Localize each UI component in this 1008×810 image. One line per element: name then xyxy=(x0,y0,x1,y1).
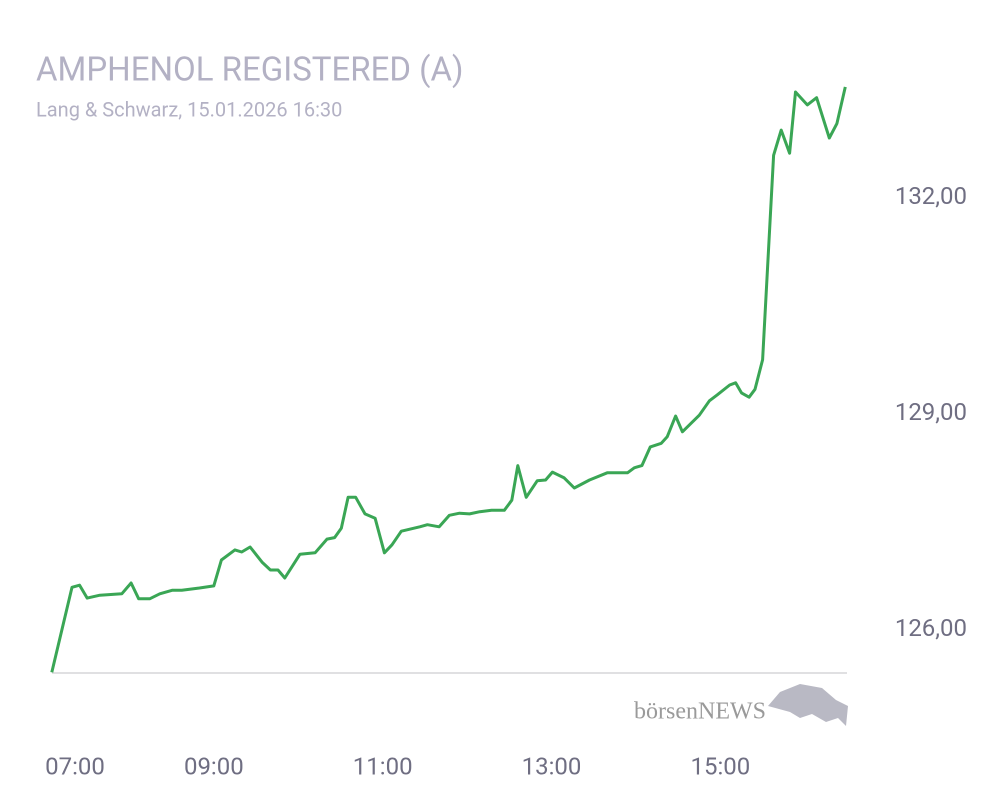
y-tick-label: 126,00 xyxy=(895,614,967,642)
x-tick-label: 15:00 xyxy=(690,752,750,780)
y-tick-label: 132,00 xyxy=(895,182,967,210)
chart-title: AMPHENOL REGISTERED (A) xyxy=(36,51,464,90)
y-tick-label: 129,00 xyxy=(895,398,967,426)
x-tick-label: 07:00 xyxy=(45,752,105,780)
x-tick-label: 09:00 xyxy=(184,752,244,780)
price-line xyxy=(50,86,847,673)
watermark: börsenNEWS xyxy=(634,699,766,725)
x-tick-label: 13:00 xyxy=(522,752,582,780)
chart-subtitle: Lang & Schwarz, 15.01.2026 16:30 xyxy=(36,97,342,121)
bull-icon xyxy=(768,684,848,726)
x-tick-label: 11:00 xyxy=(353,752,413,780)
